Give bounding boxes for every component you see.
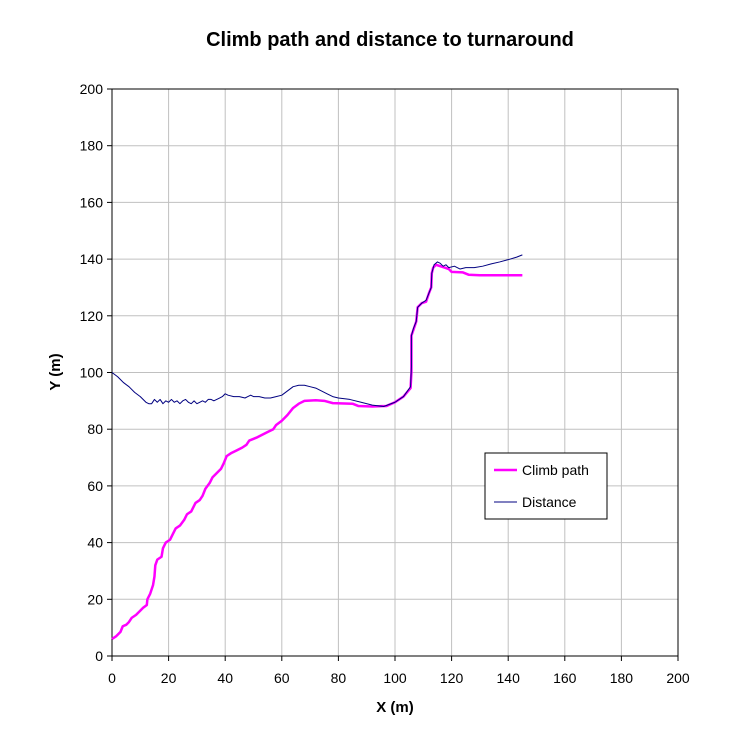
y-tick-label: 20 [87, 591, 103, 607]
x-tick-label: 0 [108, 670, 116, 686]
x-tick-label: 140 [497, 670, 521, 686]
legend-box [484, 452, 608, 520]
x-tick-label: 60 [274, 670, 290, 686]
chart-title: Climb path and distance to turnaround [206, 29, 574, 51]
legend-label-climb-path: Climb path [522, 462, 589, 478]
legend: Climb path Distance [484, 452, 608, 520]
y-axis-label: Y (m) [47, 353, 64, 390]
x-tick-label: 80 [331, 670, 347, 686]
y-tick-label: 160 [80, 194, 104, 210]
grid-lines [111, 88, 679, 657]
x-tick-label: 180 [610, 670, 634, 686]
y-tick-label: 180 [80, 138, 104, 154]
y-tick-label: 80 [87, 421, 103, 437]
y-tick-label: 40 [87, 535, 103, 551]
x-tick-label: 120 [440, 670, 464, 686]
legend-label-distance: Distance [522, 494, 577, 510]
x-tick-label: 40 [217, 670, 233, 686]
y-tick-label: 0 [95, 648, 103, 664]
y-tick-label: 60 [87, 478, 103, 494]
y-tick-label: 100 [80, 365, 104, 381]
y-tick-label: 140 [80, 251, 104, 267]
x-tick-label: 20 [161, 670, 177, 686]
x-axis-tick-labels: 0 20 40 60 80 100 120 140 160 180 200 [108, 656, 690, 686]
series-line-distance [111, 254, 523, 408]
data-series [111, 254, 523, 641]
y-tick-label: 120 [80, 308, 104, 324]
series-line-climb-path [111, 263, 523, 641]
y-axis-tick-labels: 0 20 40 60 80 100 120 140 160 180 200 [80, 81, 112, 664]
y-tick-label: 200 [80, 81, 104, 97]
x-axis-label: X (m) [376, 699, 414, 716]
x-tick-label: 160 [553, 670, 577, 686]
x-tick-label: 100 [383, 670, 407, 686]
x-tick-label: 200 [666, 670, 690, 686]
